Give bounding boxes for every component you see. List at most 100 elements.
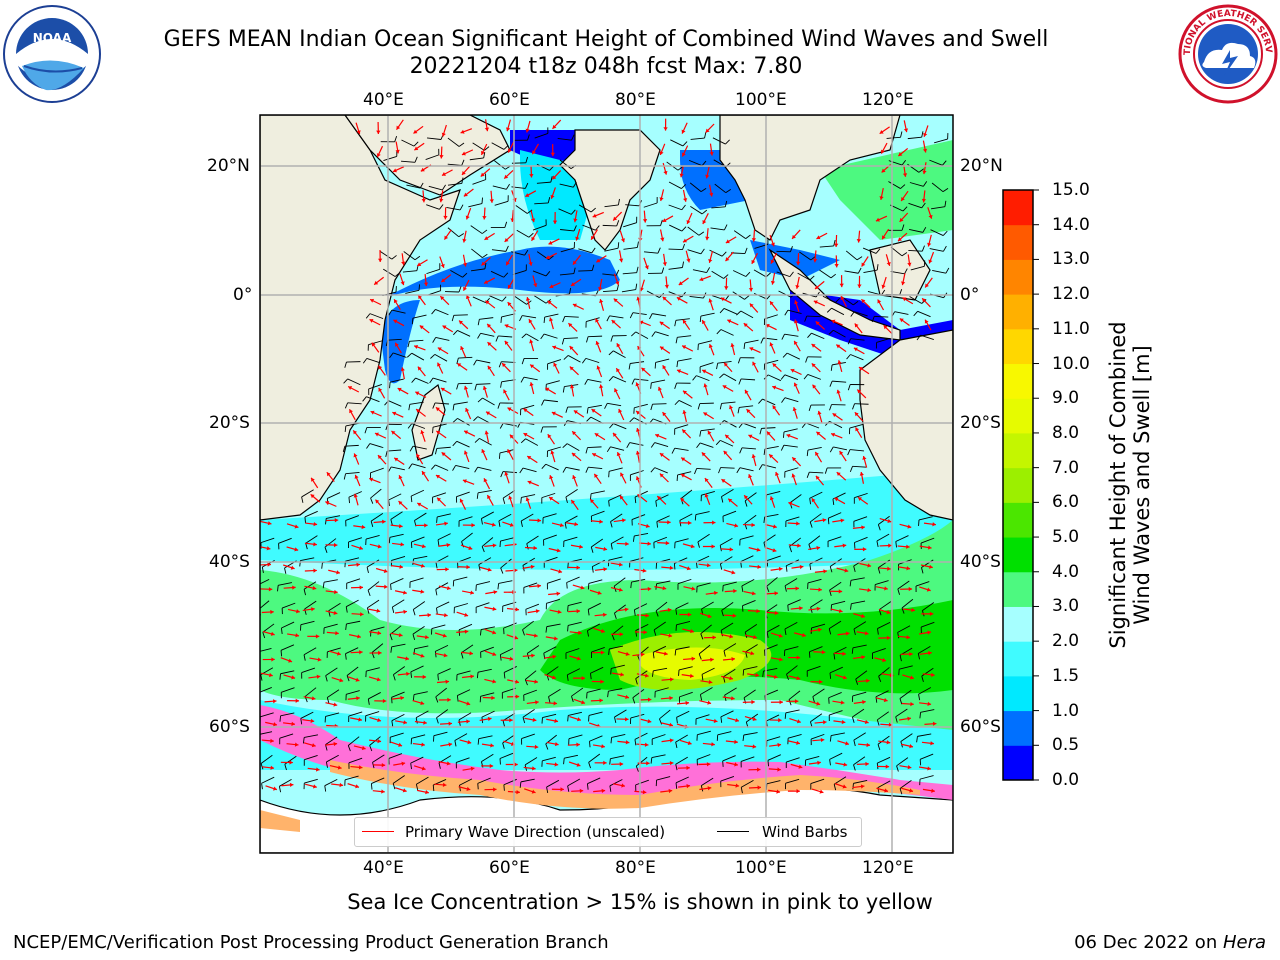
wave-direction-arrow [816, 232, 828, 240]
wave-direction-arrow [441, 124, 447, 137]
wave-direction-arrow [809, 627, 822, 632]
wave-direction-arrow [302, 718, 315, 723]
wave-direction-arrow [350, 765, 363, 770]
wind-barb [389, 732, 404, 744]
wind-barb [930, 229, 948, 236]
wind-barb [649, 313, 667, 320]
wind-barb [588, 711, 603, 722]
wind-barb [390, 511, 403, 526]
wave-direction-arrow [835, 344, 847, 353]
wind-barb [498, 513, 512, 527]
wave-direction-arrow [702, 544, 715, 549]
wind-barb [929, 159, 947, 166]
wind-barb [689, 182, 707, 193]
wind-barb [809, 646, 823, 658]
wave-direction-arrow [748, 547, 761, 552]
wind-barb [568, 734, 583, 745]
wind-barb [635, 756, 648, 772]
wave-direction-arrow [390, 632, 403, 638]
wind-barb [382, 268, 400, 277]
footer-date: 06 Dec 2022 on Hera [1074, 932, 1266, 953]
wave-direction-arrow [441, 451, 452, 461]
wave-direction-arrow [708, 343, 715, 356]
wave-direction-arrow [922, 162, 927, 175]
wind-barb [675, 734, 688, 749]
wind-barb [345, 690, 360, 701]
wave-direction-arrow [791, 229, 801, 240]
wave-direction-arrow [350, 650, 363, 655]
wave-direction-arrow [569, 716, 582, 722]
wind-barb [784, 709, 800, 719]
wave-direction-arrow [795, 276, 800, 289]
wave-direction-arrow [833, 651, 846, 656]
wave-direction-arrow [416, 502, 428, 510]
wave-direction-arrow [525, 633, 538, 638]
wind-barb [458, 712, 472, 726]
wave-direction-arrow [462, 254, 468, 267]
wind-barb [646, 219, 663, 227]
wind-barb [632, 688, 645, 704]
wave-direction-arrow [900, 190, 909, 202]
wave-direction-arrow [679, 165, 685, 178]
colorbar-label-line-2: Wind Waves and Swell [m] [1130, 345, 1154, 625]
wave-direction-arrow [568, 609, 581, 614]
wind-barb [700, 490, 715, 502]
wave-direction-arrow [399, 273, 405, 286]
wave-direction-arrow [642, 210, 648, 223]
wind-barb [280, 621, 295, 635]
wind-barb [712, 137, 730, 145]
wind-barb [542, 513, 557, 524]
wave-direction-arrow [347, 562, 361, 567]
wave-direction-arrow [707, 430, 715, 442]
wind-barb [456, 382, 473, 390]
wind-barb [784, 578, 798, 592]
wind-barb [478, 557, 492, 571]
wind-barb [480, 511, 494, 525]
wave-direction-arrow [353, 524, 366, 530]
wave-direction-arrow [701, 657, 714, 662]
wind-barb [675, 335, 692, 344]
wave-direction-arrow [632, 652, 645, 657]
wave-direction-arrow [390, 523, 403, 529]
wind-barb [563, 355, 581, 363]
wind-barb [909, 181, 928, 187]
wave-direction-arrow [834, 255, 839, 268]
wind-barb [456, 670, 471, 681]
wave-direction-arrow [439, 295, 450, 306]
wind-barb [650, 467, 668, 474]
wind-barb [633, 403, 648, 414]
colorbar-segment [1003, 641, 1033, 677]
wind-barb [602, 269, 620, 276]
wave-direction-arrow [570, 278, 582, 287]
wind-barb [562, 466, 580, 473]
wind-barb [564, 515, 578, 529]
wind-barb [523, 582, 538, 594]
wave-direction-arrow [461, 149, 474, 156]
wave-direction-arrow [708, 251, 714, 263]
wave-direction-arrow [501, 656, 514, 661]
wave-direction-arrow [792, 407, 798, 419]
wind-barb [560, 225, 577, 232]
wave-direction-arrow [639, 718, 652, 724]
wave-direction-arrow [881, 276, 887, 289]
wave-direction-arrow [485, 590, 498, 595]
wave-direction-arrow [286, 546, 299, 552]
wave-direction-arrow [528, 518, 541, 523]
wave-direction-arrow [815, 475, 825, 486]
wind-barb [806, 665, 821, 677]
colorbar-tick-label: 12.0 [1052, 284, 1090, 305]
wind-barb [450, 269, 468, 278]
wind-barb [674, 382, 691, 389]
wave-direction-arrow [680, 457, 692, 465]
wave-direction-arrow [702, 742, 715, 747]
wind-barb [736, 310, 754, 319]
borneo-landmass [869, 239, 931, 301]
wave-direction-arrow [412, 742, 425, 747]
wind-barb [739, 535, 754, 546]
wave-direction-arrow [765, 674, 778, 679]
wind-barb [722, 581, 737, 592]
colorbar-tick-label: 11.0 [1052, 318, 1090, 339]
wave-direction-arrow [854, 547, 867, 552]
wave-direction-arrow [392, 166, 405, 173]
wave-direction-arrow [262, 631, 275, 636]
